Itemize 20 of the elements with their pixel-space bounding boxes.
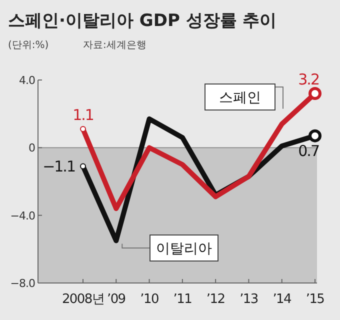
x-tick-label: ’11 <box>173 292 192 307</box>
x-tick-label: ’09 <box>107 292 126 307</box>
y-tick-label: 4.0 <box>19 74 36 87</box>
x-tick-label: ’12 <box>206 292 225 307</box>
series-label: 스페인 <box>219 90 261 106</box>
text: 자료:세계은행 <box>83 40 146 51</box>
chart-subtitle: (단위:%) <box>8 40 49 51</box>
x-tick-label: 2008년 <box>62 292 104 307</box>
data-label: 3.2 <box>298 70 320 89</box>
y-tick-label: 0 <box>28 142 36 155</box>
y-tick-label: −4.0 <box>10 209 36 222</box>
x-tick-label: ’15 <box>306 292 325 307</box>
data-label: 0.7 <box>298 142 320 160</box>
data-label: −1.1 <box>42 157 76 176</box>
x-tick-label: ’13 <box>240 292 258 307</box>
chart-title: 스페인·이탈리아 GDP 성장률 추이 <box>8 11 277 31</box>
x-tick-label: ’10 <box>140 292 159 307</box>
y-tick-label: −8.0 <box>10 277 36 290</box>
data-label: 1.1 <box>72 106 94 124</box>
x-tick-label: ’14 <box>272 292 292 307</box>
